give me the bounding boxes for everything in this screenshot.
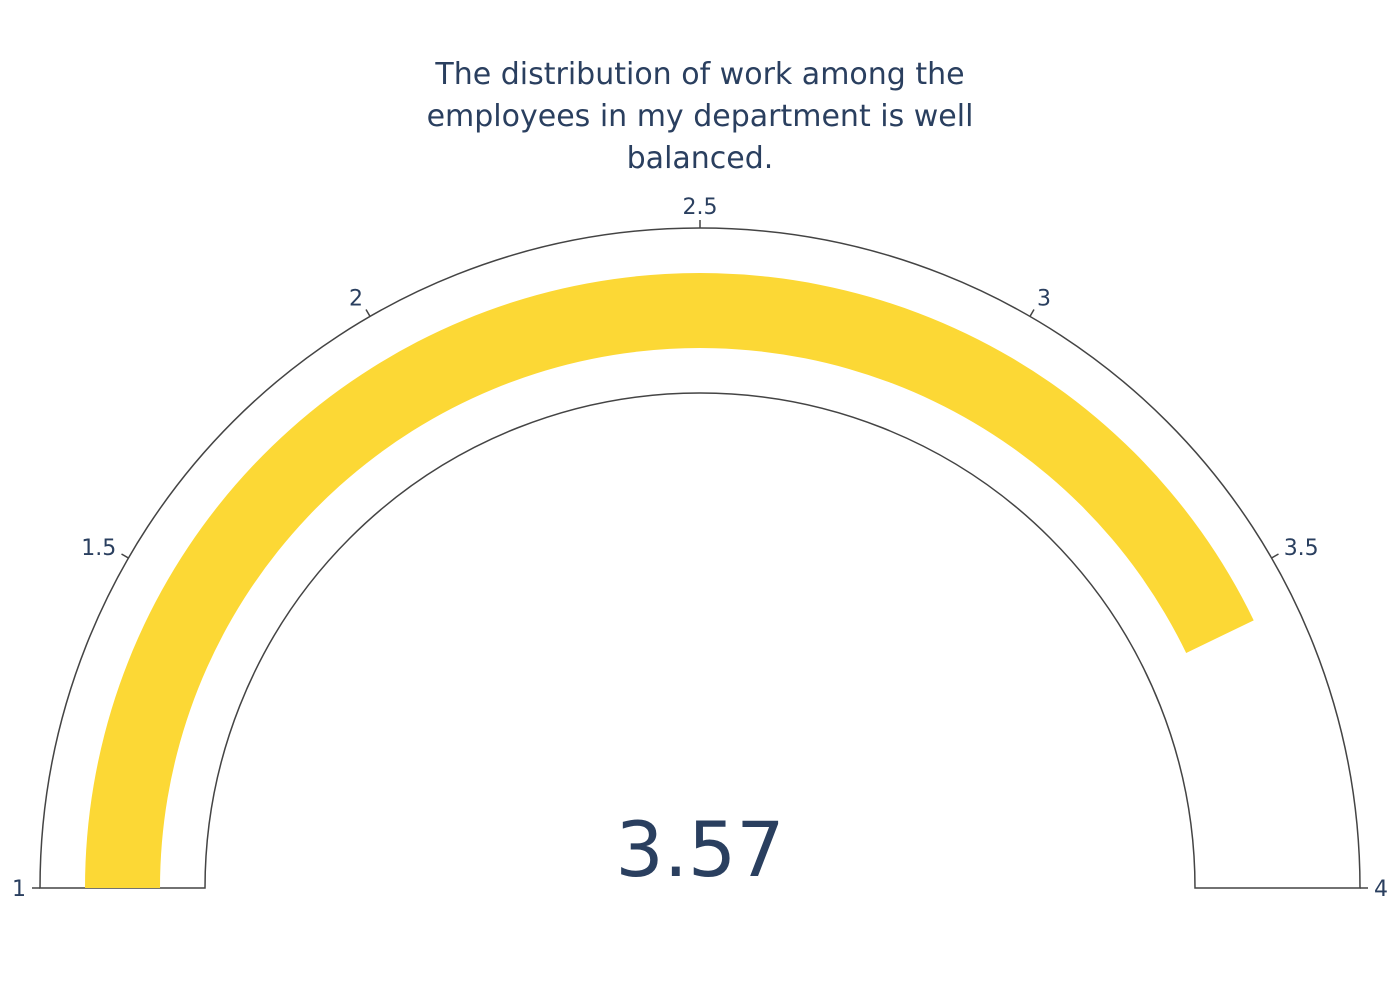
gauge-tick-label: 3 (1037, 286, 1051, 311)
gauge-tick-mark (365, 309, 371, 317)
gauge-tick-mark (1271, 553, 1279, 559)
gauge-value-bar (85, 272, 1254, 888)
gauge-tick-mark (1029, 309, 1035, 317)
gauge-tick-label: 3.5 (1284, 536, 1319, 561)
gauge-tick-mark (121, 553, 129, 559)
gauge-tick-label: 2 (349, 286, 363, 311)
gauge-tick-label: 2.5 (683, 195, 718, 220)
gauge-ticks: 1 1.5 2 2.5 3 3.5 4 (12, 195, 1388, 902)
gauge-tick-label: 1 (12, 877, 26, 902)
chart-title: The distribution of work among the emplo… (426, 57, 974, 176)
gauge-outline (39, 227, 1361, 889)
gauge-tick-label: 4 (1374, 877, 1388, 902)
gauge-tick-label: 1.5 (81, 536, 116, 561)
gauge-value-label: 3.57 (615, 805, 784, 894)
